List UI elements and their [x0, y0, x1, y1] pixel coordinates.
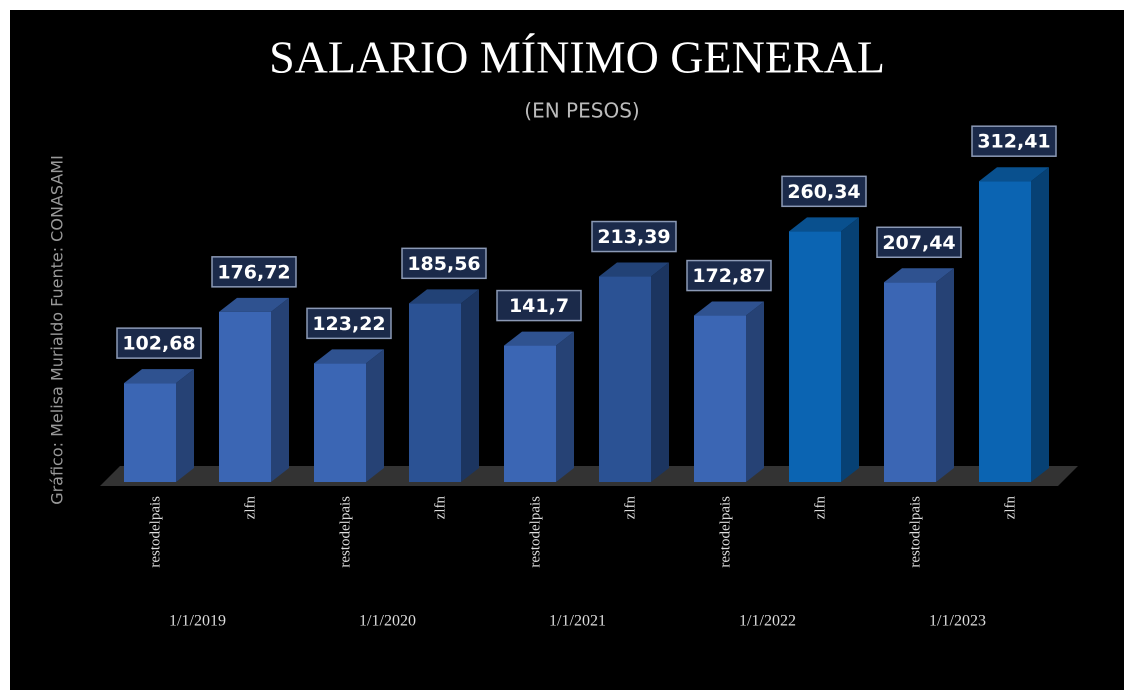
x-tick-label: restodelpais [527, 496, 543, 568]
bar-top [789, 217, 859, 232]
x-tick-label: zlfn [1002, 496, 1018, 520]
bar [789, 231, 841, 482]
chart-title: SALARIO MÍNIMO GENERAL [269, 32, 885, 83]
data-label-box [781, 175, 867, 208]
bar [504, 345, 556, 482]
data-label: 123,22 [312, 313, 385, 335]
bar [219, 311, 271, 482]
x-tick-label: zlfn [622, 496, 638, 520]
bar-side [651, 262, 669, 482]
data-label-box [686, 259, 772, 292]
data-label-box [591, 220, 677, 253]
bar-top [219, 297, 289, 312]
data-label-box [211, 256, 297, 288]
group-label: 1/1/2020 [359, 613, 416, 630]
bar-top [884, 268, 954, 283]
bar [409, 303, 461, 482]
bar-top [504, 331, 574, 346]
bar-top [124, 369, 194, 384]
data-label: 176,72 [217, 261, 290, 283]
group-label: 1/1/2021 [549, 613, 606, 630]
data-label-box [496, 289, 582, 322]
data-label: 260,34 [787, 181, 860, 203]
data-label-box [116, 327, 202, 359]
bar [599, 276, 651, 482]
x-tick-label: zlfn [812, 496, 828, 520]
bar-side [936, 268, 954, 482]
x-tick-label: restodelpais [907, 496, 923, 568]
bar-top [599, 262, 669, 277]
bar-side [366, 349, 384, 482]
bar-side [841, 217, 859, 482]
data-label: 207,44 [882, 232, 955, 254]
x-tick-label: restodelpais [147, 496, 163, 568]
data-label: 185,56 [407, 253, 480, 275]
group-label: 1/1/2023 [929, 613, 986, 630]
bar-side [461, 289, 479, 482]
chart-subtitle: (EN PESOS) [524, 99, 639, 123]
data-label: 102,68 [122, 333, 195, 355]
bar [314, 363, 366, 482]
group-label: 1/1/2019 [169, 613, 226, 630]
data-label: 141,7 [509, 295, 569, 317]
bar [124, 383, 176, 482]
x-tick-label: zlfn [432, 496, 448, 520]
x-tick-label: restodelpais [717, 496, 733, 568]
group-label: 1/1/2022 [739, 613, 796, 630]
bar [979, 181, 1031, 483]
bar-side [556, 331, 574, 482]
bar-top [314, 349, 384, 364]
bar-side [271, 297, 289, 482]
bar-top [694, 301, 764, 316]
bar-side [746, 301, 764, 482]
x-tick-label: zlfn [242, 496, 258, 520]
data-label-box [306, 307, 392, 340]
bar-top [409, 289, 479, 304]
bar-side [176, 369, 194, 482]
data-label: 213,39 [597, 226, 670, 248]
side-note: Gráfico: Melisa Murialdo Fuente: CONASAM… [48, 155, 67, 505]
data-label: 312,41 [977, 131, 1050, 153]
data-label-box [971, 125, 1057, 157]
bar [694, 315, 746, 482]
bar [884, 282, 936, 482]
data-label: 172,87 [692, 265, 765, 287]
data-label-box [876, 226, 962, 259]
bar-top [979, 167, 1049, 182]
data-label-box [401, 247, 487, 280]
x-tick-label: restodelpais [337, 496, 353, 568]
bar-side [1031, 167, 1049, 483]
